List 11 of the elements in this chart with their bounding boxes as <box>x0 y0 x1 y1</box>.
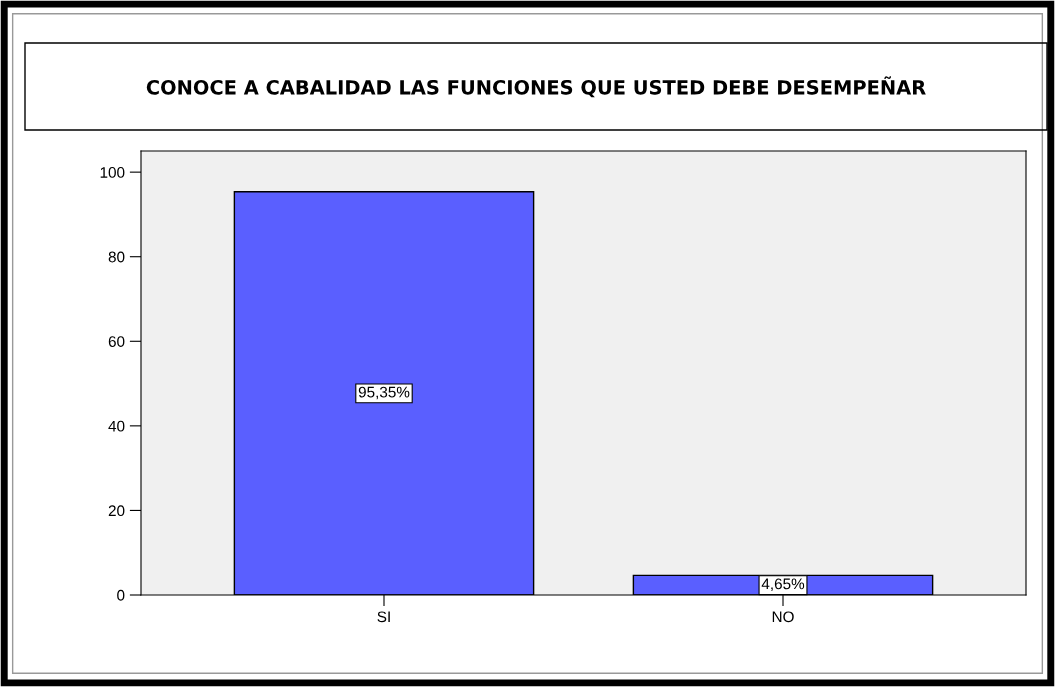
x-tick-label: NO <box>772 611 794 623</box>
y-tick-label: 40 <box>108 420 125 432</box>
chart-title: CONOCE A CABALIDAD LAS FUNCIONES QUE USTED DEBE DESEMPEÑAR <box>146 76 926 98</box>
y-tick-label: 100 <box>100 167 125 178</box>
x-tick-label: SI <box>377 611 390 623</box>
data-label: 95,35% <box>358 386 410 400</box>
y-tick-label: 80 <box>108 251 125 263</box>
y-tick-label: 60 <box>108 336 125 347</box>
y-tick-label: 0 <box>117 589 125 601</box>
y-tick-label: 20 <box>108 505 125 517</box>
data-label: 4,65% <box>761 578 805 592</box>
